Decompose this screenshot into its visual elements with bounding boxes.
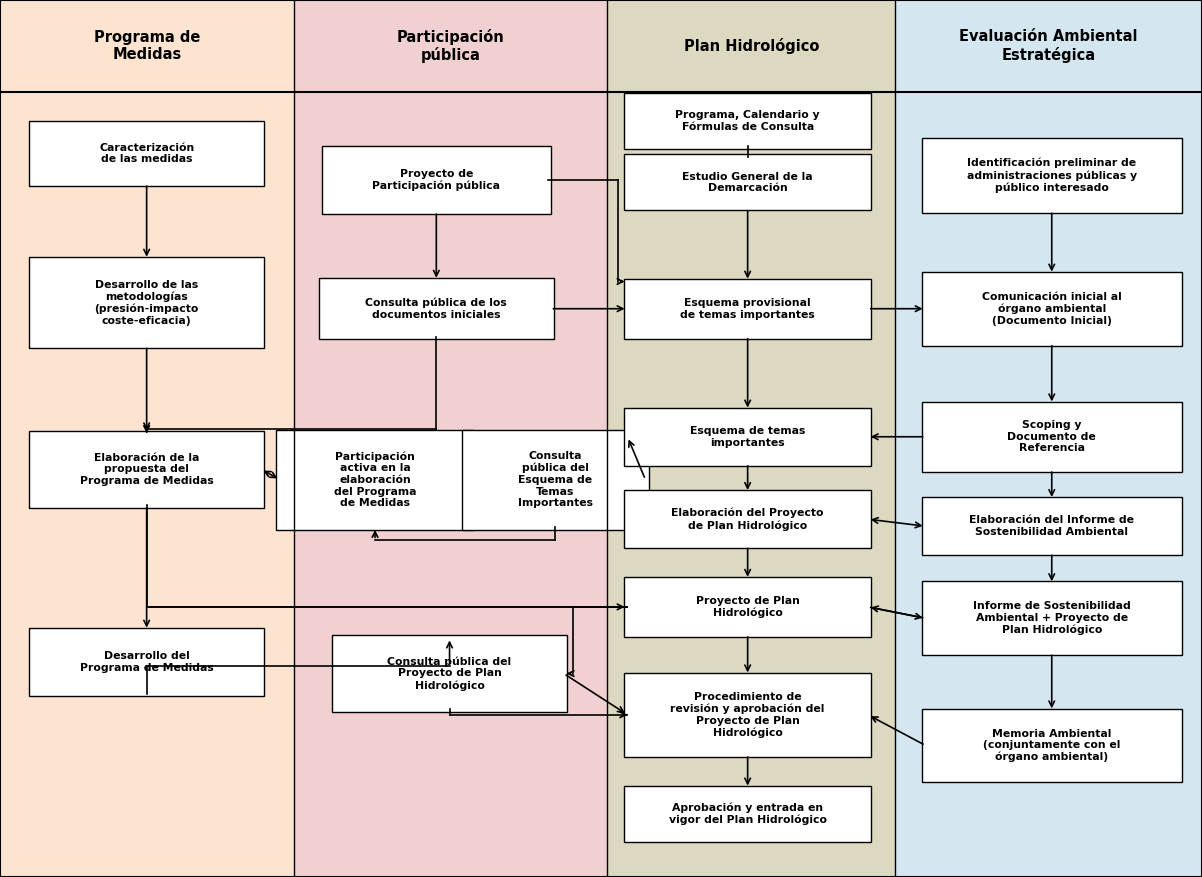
- Text: Proyecto de
Participación pública: Proyecto de Participación pública: [373, 168, 500, 191]
- FancyBboxPatch shape: [922, 138, 1182, 213]
- FancyBboxPatch shape: [29, 121, 264, 186]
- Text: Desarrollo del
Programa de Medidas: Desarrollo del Programa de Medidas: [79, 652, 214, 673]
- Bar: [294, 0, 607, 877]
- Text: Esquema de temas
importantes: Esquema de temas importantes: [690, 426, 805, 447]
- Text: Comunicación inicial al
órgano ambiental
(Documento Inicial): Comunicación inicial al órgano ambiental…: [982, 292, 1121, 325]
- FancyBboxPatch shape: [922, 497, 1182, 555]
- FancyBboxPatch shape: [624, 93, 871, 149]
- Text: Programa, Calendario y
Fórmulas de Consulta: Programa, Calendario y Fórmulas de Consu…: [676, 111, 820, 132]
- Text: Elaboración del Informe de
Sostenibilidad Ambiental: Elaboración del Informe de Sostenibilida…: [969, 516, 1135, 537]
- FancyBboxPatch shape: [624, 490, 871, 548]
- FancyBboxPatch shape: [276, 430, 474, 530]
- FancyBboxPatch shape: [29, 257, 264, 348]
- Text: Memoria Ambiental
(conjuntamente con el
órgano ambiental): Memoria Ambiental (conjuntamente con el …: [983, 729, 1120, 762]
- FancyBboxPatch shape: [321, 146, 551, 214]
- FancyBboxPatch shape: [319, 278, 554, 339]
- Bar: [0, 0, 294, 877]
- Text: Informe de Sostenibilidad
Ambiental + Proyecto de
Plan Hidrológico: Informe de Sostenibilidad Ambiental + Pr…: [972, 602, 1131, 635]
- FancyBboxPatch shape: [624, 673, 871, 757]
- FancyBboxPatch shape: [624, 279, 871, 339]
- FancyBboxPatch shape: [29, 431, 264, 508]
- Text: Esquema provisional
de temas importantes: Esquema provisional de temas importantes: [680, 298, 815, 319]
- Text: Aprobación y entrada en
vigor del Plan Hidrológico: Aprobación y entrada en vigor del Plan H…: [668, 802, 827, 825]
- FancyBboxPatch shape: [922, 581, 1182, 655]
- Text: Caracterización
de las medidas: Caracterización de las medidas: [99, 143, 195, 164]
- Text: Programa de
Medidas: Programa de Medidas: [94, 30, 201, 62]
- FancyBboxPatch shape: [624, 577, 871, 637]
- Text: Consulta pública del
Proyecto de Plan
Hidrológico: Consulta pública del Proyecto de Plan Hi…: [387, 656, 512, 691]
- FancyBboxPatch shape: [922, 272, 1182, 346]
- FancyBboxPatch shape: [922, 402, 1182, 472]
- Text: Plan Hidrológico: Plan Hidrológico: [684, 38, 819, 54]
- FancyBboxPatch shape: [462, 430, 649, 530]
- FancyBboxPatch shape: [624, 408, 871, 466]
- Text: Elaboración del Proyecto
de Plan Hidrológico: Elaboración del Proyecto de Plan Hidroló…: [672, 508, 823, 531]
- FancyBboxPatch shape: [922, 709, 1182, 782]
- FancyBboxPatch shape: [624, 786, 871, 842]
- Text: Scoping y
Documento de
Referencia: Scoping y Documento de Referencia: [1007, 420, 1096, 453]
- Text: Identificación preliminar de
administraciones públicas y
público interesado: Identificación preliminar de administrac…: [966, 158, 1137, 193]
- Text: Estudio General de la
Demarcación: Estudio General de la Demarcación: [683, 172, 813, 193]
- FancyBboxPatch shape: [29, 628, 264, 696]
- Text: Elaboración de la
propuesta del
Programa de Medidas: Elaboración de la propuesta del Programa…: [79, 453, 214, 486]
- Text: Desarrollo de las
metodologías
(presión-impacto
coste-eficacia): Desarrollo de las metodologías (presión-…: [95, 280, 198, 325]
- Text: Participación
activa en la
elaboración
del Programa
de Medidas: Participación activa en la elaboración d…: [334, 452, 416, 508]
- Bar: [895, 0, 1202, 877]
- Text: Procedimiento de
revisión y aprobación del
Proyecto de Plan
Hidrológico: Procedimiento de revisión y aprobación d…: [671, 692, 825, 738]
- FancyBboxPatch shape: [332, 635, 567, 712]
- Text: Consulta pública de los
documentos iniciales: Consulta pública de los documentos inici…: [365, 297, 507, 320]
- FancyBboxPatch shape: [624, 154, 871, 210]
- Text: Evaluación Ambiental
Estratégica: Evaluación Ambiental Estratégica: [959, 29, 1138, 63]
- Text: Consulta
pública del
Esquema de
Temas
Importantes: Consulta pública del Esquema de Temas Im…: [518, 452, 593, 508]
- Text: Participación
pública: Participación pública: [397, 29, 505, 63]
- Text: Proyecto de Plan
Hidrológico: Proyecto de Plan Hidrológico: [696, 595, 799, 618]
- Bar: [607, 0, 895, 877]
